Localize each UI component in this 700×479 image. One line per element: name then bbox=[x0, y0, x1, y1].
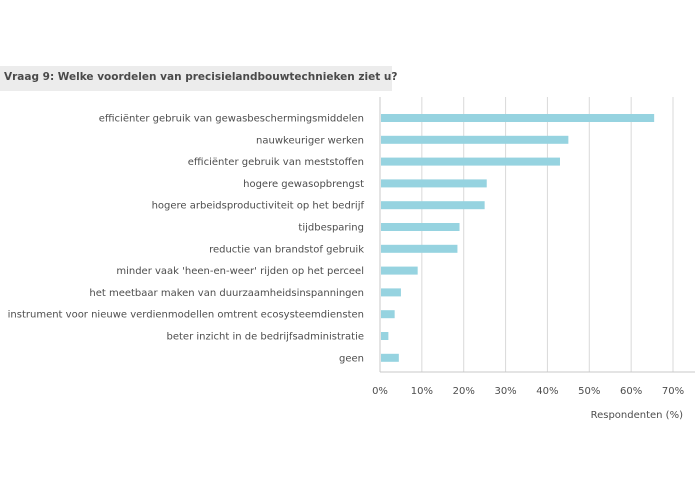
category-label: reductie van brandstof gebruik bbox=[209, 244, 364, 255]
chart-title-box: Vraag 9: Welke voordelen van precisielan… bbox=[0, 66, 397, 91]
tick-label: 60% bbox=[620, 386, 642, 397]
bar bbox=[381, 244, 458, 253]
category-label: tijdbesparing bbox=[298, 223, 364, 234]
category-label: nauwkeuriger werken bbox=[256, 135, 364, 146]
category-label: hogere gewasopbrengst bbox=[243, 179, 364, 190]
bar bbox=[381, 157, 560, 166]
tick-label: 20% bbox=[453, 386, 475, 397]
chart-title: Vraag 9: Welke voordelen van precisielan… bbox=[4, 71, 398, 83]
bar bbox=[381, 332, 389, 340]
category-label: efficiënter gebruik van gewasbescherming… bbox=[99, 114, 364, 125]
tick-label: 10% bbox=[411, 386, 433, 397]
bar bbox=[381, 135, 569, 144]
bar bbox=[381, 114, 655, 122]
tick-label: 50% bbox=[578, 386, 600, 397]
tick-label: 70% bbox=[662, 386, 684, 397]
bar bbox=[381, 179, 487, 188]
bar bbox=[381, 201, 485, 210]
category-label: minder vaak 'heen-en-weer' rijden op het… bbox=[116, 266, 364, 277]
bar bbox=[381, 288, 401, 297]
category-label: het meetbaar maken van duurzaamheidsinsp… bbox=[89, 288, 364, 299]
bar bbox=[381, 310, 395, 319]
category-label: hogere arbeidsproductiviteit op het bedr… bbox=[152, 201, 365, 212]
x-axis-title: Respondenten (%) bbox=[591, 410, 683, 421]
category-label: efficiënter gebruik van meststoffen bbox=[188, 157, 364, 168]
tick-label: 40% bbox=[536, 386, 558, 397]
category-label: instrument voor nieuwe verdienmodellen o… bbox=[8, 310, 364, 321]
tick-label: 30% bbox=[494, 386, 516, 397]
tick-label: 0% bbox=[372, 386, 388, 397]
category-label: beter inzicht in de bedrijfsadministrati… bbox=[167, 332, 365, 343]
bar bbox=[381, 353, 399, 362]
bar bbox=[381, 266, 418, 275]
bar bbox=[381, 223, 460, 231]
category-label: geen bbox=[339, 353, 364, 364]
